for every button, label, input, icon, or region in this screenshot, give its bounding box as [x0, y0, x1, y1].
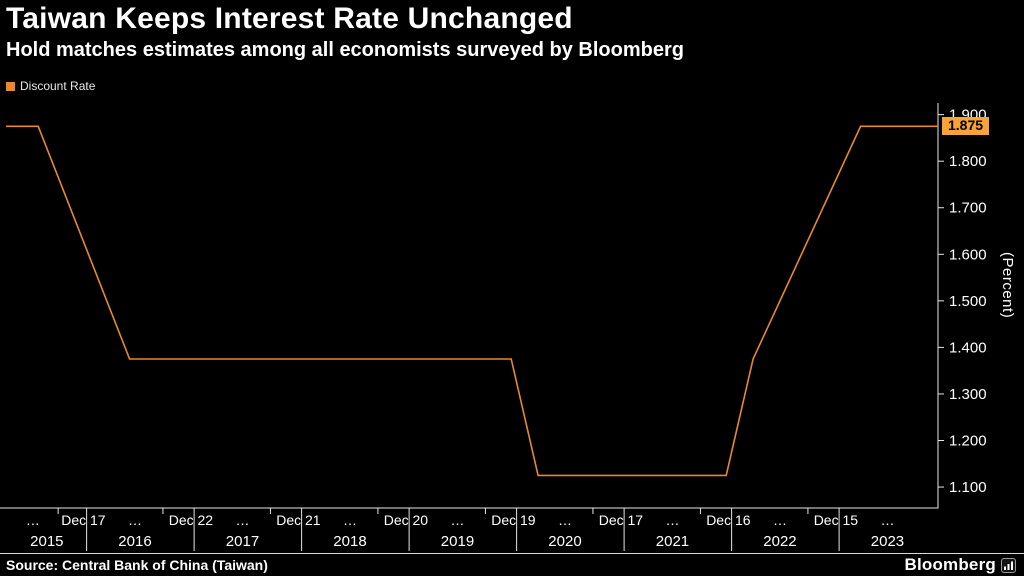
- year-label: 2017: [226, 533, 259, 550]
- legend: Discount Rate: [6, 79, 95, 93]
- y-tick-label: 1.100: [949, 479, 987, 496]
- y-axis-title: (Percent): [999, 252, 1016, 319]
- x-tick-label: …: [26, 512, 40, 528]
- year-label: 2018: [333, 533, 366, 550]
- x-tick-label: …: [450, 512, 464, 528]
- year-label: 2016: [118, 533, 151, 550]
- x-tick-label: Dec 21: [276, 512, 321, 528]
- y-tick-label: 1.200: [949, 433, 987, 450]
- x-tick-label: Dec 17: [61, 512, 106, 528]
- year-label: 2022: [763, 533, 796, 550]
- legend-swatch-icon: [6, 81, 15, 91]
- chart-title: Taiwan Keeps Interest Rate Unchanged: [6, 2, 573, 35]
- year-label: 2019: [441, 533, 474, 550]
- last-value-badge: 1.875: [942, 117, 990, 136]
- y-tick-label: 1.400: [949, 339, 987, 356]
- x-tick-label: Dec 16: [706, 512, 751, 528]
- bloomberg-logo: Bloomberg: [904, 555, 1024, 575]
- bloomberg-wordmark: Bloomberg: [904, 555, 996, 574]
- year-label: 2023: [871, 533, 904, 550]
- x-tick-label: …: [773, 512, 787, 528]
- bloomberg-chart-icon: [1001, 557, 1016, 573]
- y-tick-label: 1.500: [949, 293, 987, 310]
- x-tick-label: Dec 20: [384, 512, 429, 528]
- legend-label: Discount Rate: [20, 79, 96, 93]
- year-label: 2015: [30, 533, 63, 550]
- x-tick-label: Dec 22: [169, 512, 214, 528]
- chart-subtitle: Hold matches estimates among all economi…: [6, 39, 684, 61]
- discount-rate-line: [6, 125, 938, 477]
- x-tick-label: …: [235, 512, 249, 528]
- y-tick-label: 1.800: [949, 153, 987, 170]
- y-tick-label: 1.600: [949, 246, 987, 263]
- x-tick-label: …: [558, 512, 572, 528]
- x-tick-label: Dec 15: [814, 512, 859, 528]
- y-tick-label: 1.300: [949, 386, 987, 403]
- year-label: 2021: [656, 533, 689, 550]
- x-tick-label: …: [880, 512, 894, 528]
- x-tick-label: Dec 19: [491, 512, 536, 528]
- x-tick-label: …: [343, 512, 357, 528]
- source-note: Source: Central Bank of China (Taiwan): [6, 557, 268, 573]
- x-tick-label: …: [665, 512, 679, 528]
- x-tick-label: Dec 17: [599, 512, 644, 528]
- year-label: 2020: [548, 533, 581, 550]
- footer: Source: Central Bank of China (Taiwan) B…: [0, 553, 1024, 576]
- x-tick-label: …: [128, 512, 142, 528]
- y-tick-label: 1.700: [949, 200, 987, 217]
